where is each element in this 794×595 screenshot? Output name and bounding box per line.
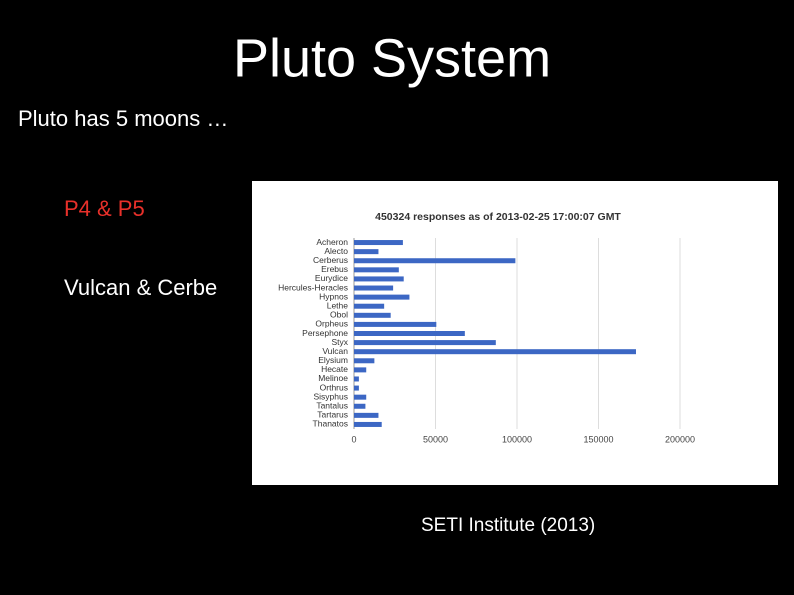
y-tick-label: Styx [331, 337, 348, 347]
y-tick-label: Tantalus [316, 401, 348, 411]
bar [354, 376, 359, 382]
slide-title: Pluto System [233, 28, 551, 88]
y-tick-label: Hecate [321, 364, 348, 374]
bar [354, 312, 391, 318]
bar [354, 321, 437, 327]
bullet: Vulcan & Cerbe [64, 275, 217, 300]
bar [354, 349, 636, 355]
chart-title: 450324 responses as of 2013-02-25 17:00:… [375, 211, 621, 223]
bar [354, 385, 359, 391]
y-tick-label: Elysium [318, 355, 348, 365]
chart-panel [252, 181, 778, 485]
bar [354, 358, 375, 364]
y-tick-label: Acheron [316, 237, 348, 247]
y-tick-label: Hercules-Heracles [278, 282, 348, 292]
bar [354, 276, 404, 282]
bar [354, 412, 379, 418]
x-tick-label: 0 [351, 434, 356, 444]
bar [354, 367, 367, 373]
y-tick-label: Erebus [321, 264, 348, 274]
y-tick-label: Eurydice [315, 273, 348, 283]
y-tick-label: Orthrus [320, 382, 348, 392]
y-tick-label: Vulcan [322, 346, 348, 356]
bar [354, 303, 385, 309]
bar [354, 294, 410, 300]
bar [354, 403, 366, 409]
y-tick-label: Obol [330, 310, 348, 320]
source: SETI Institute (2013) [421, 515, 595, 536]
bar [354, 331, 465, 336]
subtitle: Pluto has 5 moons … [18, 106, 228, 131]
bar [354, 267, 399, 273]
y-tick-label: Tartarus [317, 410, 348, 420]
y-tick-label: Persephone [302, 328, 348, 338]
y-tick-label: Lethe [327, 300, 349, 310]
y-tick-label: Sisyphus [314, 391, 349, 401]
bullet: P4 & P5 [64, 196, 145, 221]
bar [354, 249, 379, 255]
bar [354, 421, 382, 427]
x-tick-label: 200000 [665, 434, 695, 444]
y-tick-label: Thanatos [313, 419, 348, 429]
y-tick-label: Alecto [324, 246, 348, 256]
bar [354, 258, 516, 264]
y-tick-label: Orpheus [315, 319, 348, 329]
y-tick-label: Cerberus [313, 255, 348, 265]
y-tick-label: Melinoe [318, 373, 348, 383]
bar [354, 285, 394, 291]
bar [354, 340, 496, 346]
bar [354, 240, 403, 246]
x-tick-label: 100000 [502, 434, 532, 444]
bar [354, 394, 367, 400]
y-tick-label: Hypnos [319, 291, 348, 301]
x-tick-label: 150000 [583, 434, 613, 444]
x-tick-label: 50000 [423, 434, 448, 444]
